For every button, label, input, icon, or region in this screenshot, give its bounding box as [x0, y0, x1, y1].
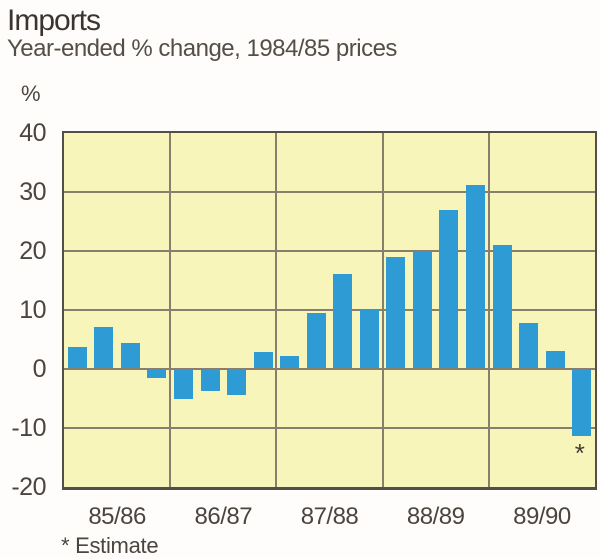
- x-axis-label: 87/88: [300, 503, 359, 530]
- bar: [306, 312, 326, 369]
- estimate-footnote: * Estimate: [61, 533, 159, 558]
- y-axis-tick-label: 30: [19, 178, 46, 206]
- bar: [412, 251, 432, 369]
- horizontal-gridline: [64, 427, 595, 429]
- chart-subtitle: Year-ended % change, 1984/85 prices: [7, 35, 397, 62]
- bar: [253, 351, 273, 369]
- x-axis-label: 86/87: [194, 503, 253, 530]
- y-axis-tick-label: 0: [32, 355, 47, 383]
- vertical-gridline: [275, 133, 278, 487]
- bar: [439, 210, 459, 369]
- bar: [492, 245, 512, 369]
- x-axis-label: 85/86: [88, 503, 146, 530]
- chart-title: Imports: [7, 4, 101, 37]
- y-axis-tick-label: -20: [11, 473, 46, 501]
- y-axis-tick-label: -10: [11, 414, 46, 442]
- horizontal-gridline: [64, 250, 595, 252]
- horizontal-gridline: [64, 191, 595, 193]
- bar: [519, 322, 539, 369]
- zero-gridline: [64, 368, 595, 370]
- bar: [200, 369, 220, 392]
- horizontal-gridline: [64, 309, 595, 311]
- bar: [333, 274, 353, 369]
- bar: [67, 346, 87, 369]
- bar: [120, 343, 140, 369]
- y-axis-tick-label: 20: [19, 237, 46, 265]
- vertical-gridline: [169, 133, 172, 487]
- y-axis-tick-label: 40: [19, 119, 46, 147]
- bar: [572, 369, 592, 436]
- vertical-gridline: [381, 133, 384, 487]
- bar: [359, 310, 379, 369]
- x-axis-label: 89/90: [513, 503, 571, 530]
- estimate-asterisk: *: [574, 437, 585, 468]
- bar: [466, 184, 486, 369]
- y-axis-tick-label: 10: [19, 296, 46, 324]
- bar: [227, 369, 247, 395]
- bar: [386, 256, 406, 369]
- bar: [94, 326, 114, 369]
- y-axis-unit-label: %: [21, 81, 41, 106]
- bar: [173, 369, 193, 400]
- bar: [147, 369, 167, 379]
- bar: [545, 351, 565, 369]
- plot-area: *: [62, 131, 597, 490]
- bar: [280, 356, 300, 369]
- vertical-gridline: [487, 133, 490, 487]
- x-axis-label: 88/89: [406, 503, 465, 530]
